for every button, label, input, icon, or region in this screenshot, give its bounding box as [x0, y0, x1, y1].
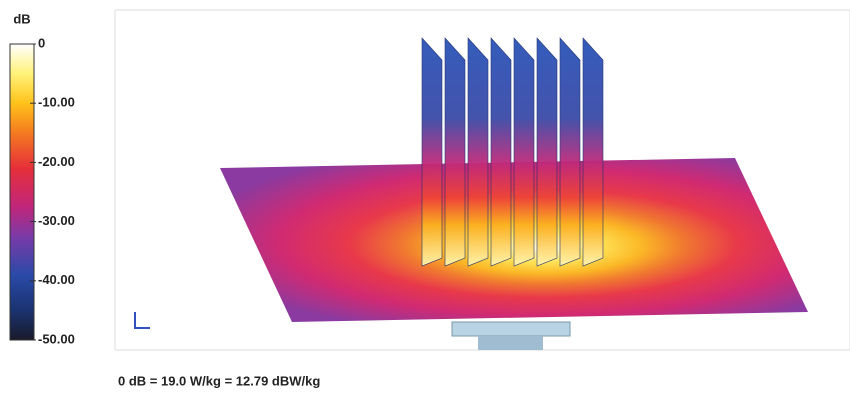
stand-base	[478, 336, 543, 350]
fin	[582, 37, 604, 267]
axis-triad	[134, 312, 150, 329]
caption: 0 dB = 19.0 W/kg = 12.79 dBW/kg	[118, 373, 320, 388]
fin	[536, 37, 558, 267]
colorbar-tick-label: 0	[38, 35, 45, 50]
fin	[490, 37, 512, 267]
colorbar-tick-label: -10.00	[38, 95, 75, 110]
fin	[513, 37, 535, 267]
colorbar	[9, 43, 35, 341]
stand	[451, 321, 571, 337]
colorbar-tick-label: -50.00	[38, 331, 75, 346]
colorbar-tick-label: -30.00	[38, 213, 75, 228]
colorbar-tick-label: -40.00	[38, 272, 75, 287]
fin	[421, 37, 443, 267]
colorbar-unit: dB	[13, 11, 30, 26]
fin	[467, 37, 489, 267]
antenna-fins	[421, 37, 604, 267]
fin	[559, 37, 581, 267]
fin	[444, 37, 466, 267]
colorbar-tick-label: -20.00	[38, 154, 75, 169]
